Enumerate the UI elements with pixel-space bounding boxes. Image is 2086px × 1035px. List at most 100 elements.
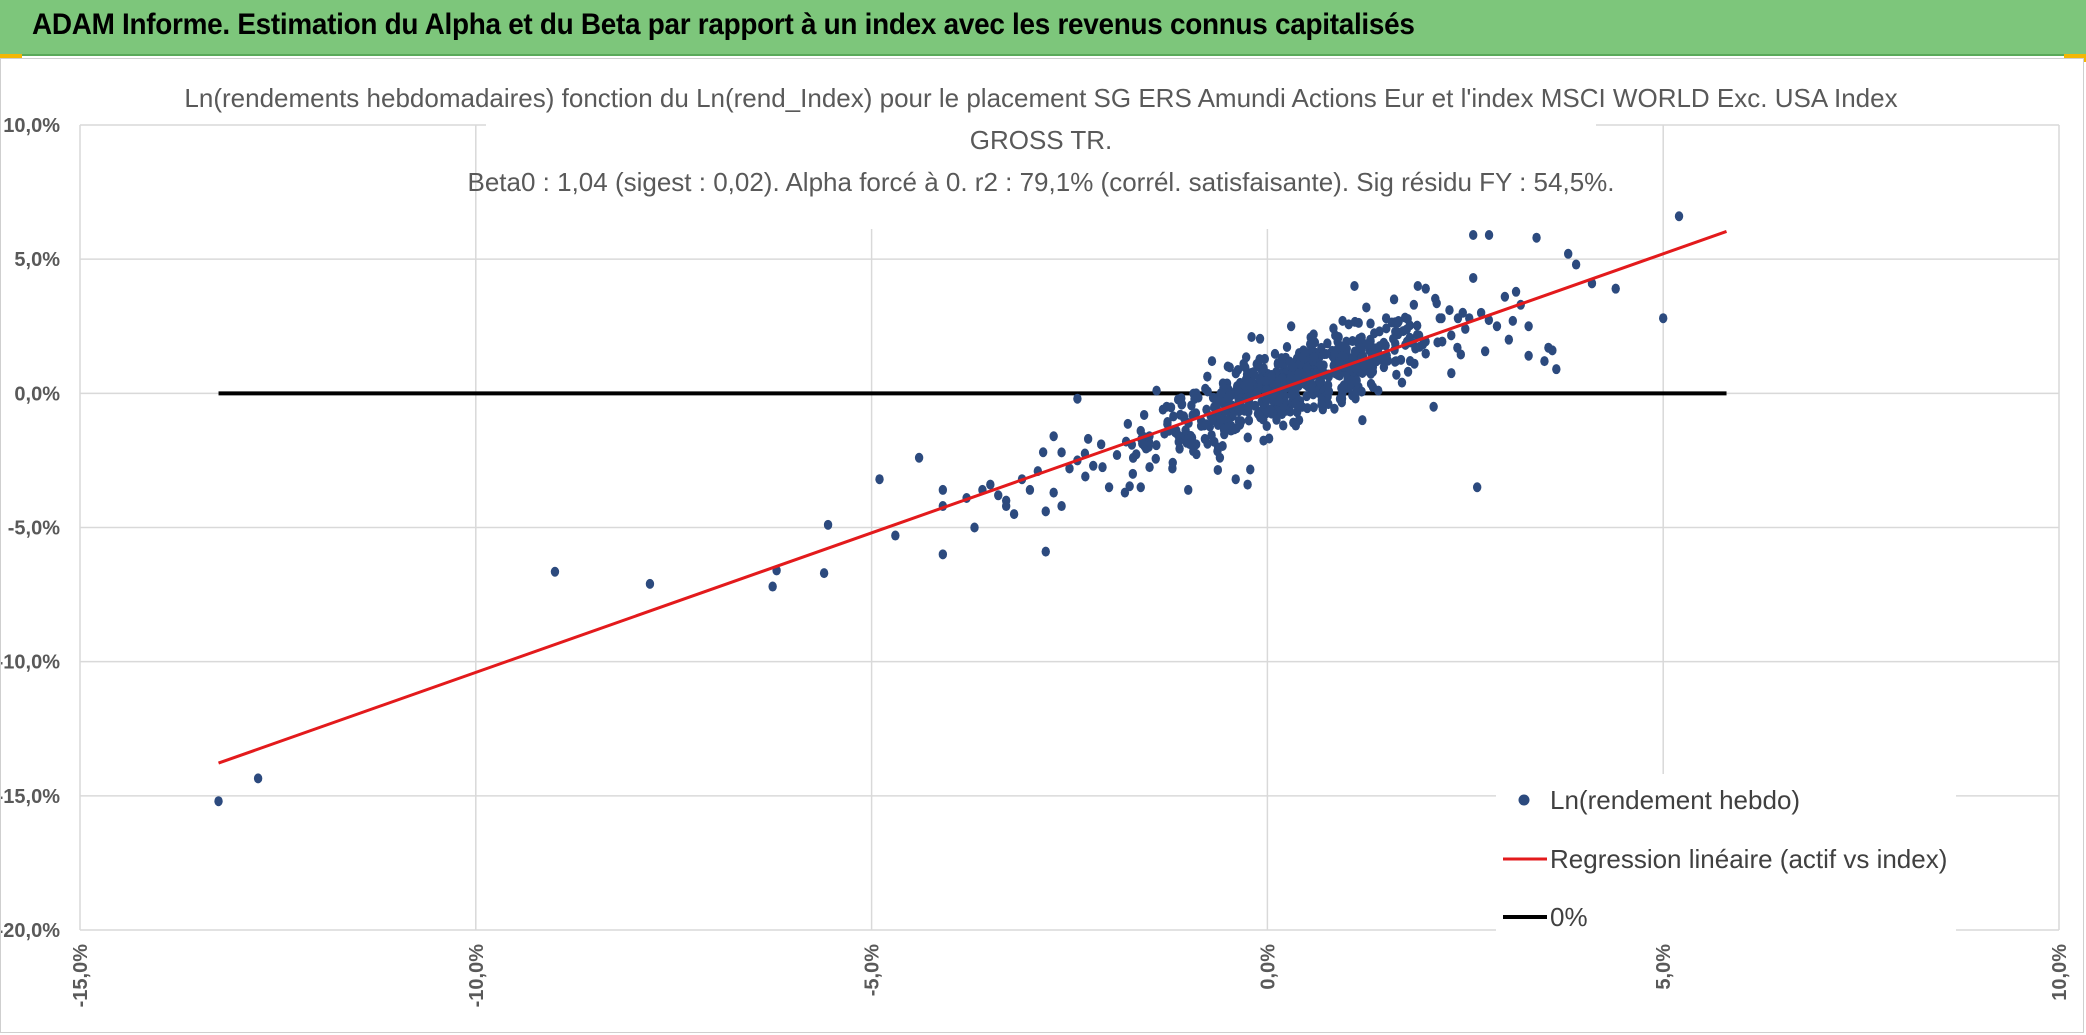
data-point bbox=[970, 522, 979, 533]
data-point bbox=[1342, 336, 1351, 347]
scatter-chart: Ln(rendements hebdomadaires) fonction du… bbox=[1, 77, 2071, 1008]
data-point bbox=[1397, 377, 1407, 388]
x-tick-label: 10,0% bbox=[2049, 944, 2071, 1001]
data-point bbox=[1190, 393, 1199, 404]
data-point bbox=[1191, 408, 1201, 419]
data-point bbox=[1049, 431, 1058, 442]
data-point bbox=[1278, 373, 1287, 384]
data-point bbox=[1307, 382, 1316, 393]
y-tick-label: 0,0% bbox=[14, 383, 60, 405]
data-point bbox=[1358, 415, 1367, 426]
data-point bbox=[1480, 346, 1490, 357]
data-point bbox=[1438, 336, 1447, 347]
data-point bbox=[1323, 338, 1332, 349]
y-tick-label: -5,0% bbox=[8, 518, 60, 540]
data-point bbox=[1532, 232, 1541, 243]
data-point bbox=[1350, 346, 1360, 357]
data-point bbox=[1203, 438, 1212, 449]
data-point bbox=[1226, 390, 1235, 401]
data-point bbox=[1226, 420, 1236, 431]
data-point bbox=[214, 796, 223, 807]
report-header: ADAM Informe. Estimation du Alpha et du … bbox=[0, 0, 2086, 56]
data-point bbox=[1400, 312, 1410, 323]
chart-area: Ln(rendements hebdomadaires) fonction du… bbox=[0, 58, 2084, 1033]
data-point bbox=[1334, 357, 1344, 368]
data-point bbox=[1057, 501, 1066, 512]
x-tick-label: 0,0% bbox=[1257, 944, 1279, 990]
data-point bbox=[1365, 358, 1374, 369]
data-point bbox=[1231, 368, 1241, 379]
data-point bbox=[1472, 482, 1482, 493]
data-point bbox=[1564, 248, 1573, 259]
data-point bbox=[1435, 313, 1444, 324]
data-point bbox=[1001, 501, 1011, 512]
data-point bbox=[1098, 462, 1107, 473]
data-point bbox=[1245, 380, 1254, 391]
data-point bbox=[1125, 481, 1134, 492]
data-point bbox=[1492, 321, 1502, 332]
data-point bbox=[1128, 468, 1138, 479]
data-point bbox=[768, 581, 777, 592]
data-point bbox=[1208, 415, 1217, 426]
data-point bbox=[1540, 356, 1549, 367]
data-point bbox=[1179, 411, 1189, 422]
data-point bbox=[1348, 390, 1357, 401]
data-point bbox=[550, 566, 560, 577]
data-point bbox=[1136, 482, 1145, 493]
data-point bbox=[1330, 403, 1339, 414]
data-point bbox=[938, 484, 948, 495]
data-point bbox=[1461, 323, 1470, 334]
x-tick-label: 5,0% bbox=[1653, 944, 1675, 990]
legend-label-regression: Regression linéaire (actif vs index) bbox=[1550, 844, 1947, 874]
data-point bbox=[1185, 438, 1194, 449]
data-point bbox=[1387, 317, 1397, 328]
data-point bbox=[1207, 356, 1217, 367]
y-axis-tick-labels: 10,0% 5,0% 0,0% -5,0% -10,0% -15,0% -20,0% bbox=[1, 115, 60, 942]
data-point bbox=[1524, 321, 1533, 332]
x-tick-label: -15,0% bbox=[70, 944, 92, 1008]
data-point bbox=[938, 549, 948, 560]
x-axis-tick-labels: -15,0% -10,0% -5,0% 0,0% 5,0% 10,0% bbox=[70, 944, 2071, 1008]
data-point bbox=[1413, 281, 1423, 291]
data-point bbox=[1337, 383, 1346, 394]
data-point bbox=[1255, 410, 1264, 421]
data-point bbox=[823, 519, 833, 530]
legend-marker-icon bbox=[1518, 794, 1530, 806]
data-point bbox=[1303, 403, 1312, 414]
data-point bbox=[1548, 345, 1557, 356]
data-point bbox=[1381, 340, 1390, 351]
data-point bbox=[1210, 436, 1219, 447]
data-point bbox=[1405, 356, 1415, 367]
data-point bbox=[1391, 356, 1401, 367]
data-point bbox=[1089, 460, 1098, 471]
data-point bbox=[1282, 342, 1292, 353]
data-point bbox=[1041, 546, 1050, 557]
y-tick-label: -10,0% bbox=[1, 652, 60, 674]
data-point bbox=[1025, 484, 1035, 495]
data-point bbox=[1316, 360, 1326, 371]
data-point bbox=[1354, 317, 1363, 328]
data-point bbox=[1659, 313, 1668, 324]
data-point bbox=[1286, 374, 1295, 385]
data-point bbox=[1389, 294, 1399, 305]
data-point bbox=[1151, 453, 1160, 464]
data-point bbox=[1009, 509, 1019, 520]
data-point bbox=[1255, 354, 1264, 365]
data-point bbox=[1511, 286, 1521, 297]
title-background bbox=[486, 119, 1596, 229]
data-point bbox=[1249, 369, 1259, 380]
legend-label-zero: 0% bbox=[1550, 902, 1588, 932]
data-point bbox=[1203, 386, 1212, 397]
data-point bbox=[1291, 420, 1300, 431]
data-point bbox=[1421, 348, 1430, 359]
data-point bbox=[1201, 419, 1211, 430]
data-point bbox=[1309, 352, 1319, 363]
data-point bbox=[1208, 392, 1218, 403]
x-tick-label: -10,0% bbox=[466, 944, 488, 1008]
data-point bbox=[1216, 388, 1226, 399]
data-point bbox=[1412, 320, 1422, 331]
data-point bbox=[1166, 402, 1176, 413]
chart-title: Ln(rendements hebdomadaires) fonction du… bbox=[184, 83, 1897, 197]
chart-title-line-1: Ln(rendements hebdomadaires) fonction du… bbox=[184, 83, 1897, 113]
data-point bbox=[1174, 436, 1183, 447]
